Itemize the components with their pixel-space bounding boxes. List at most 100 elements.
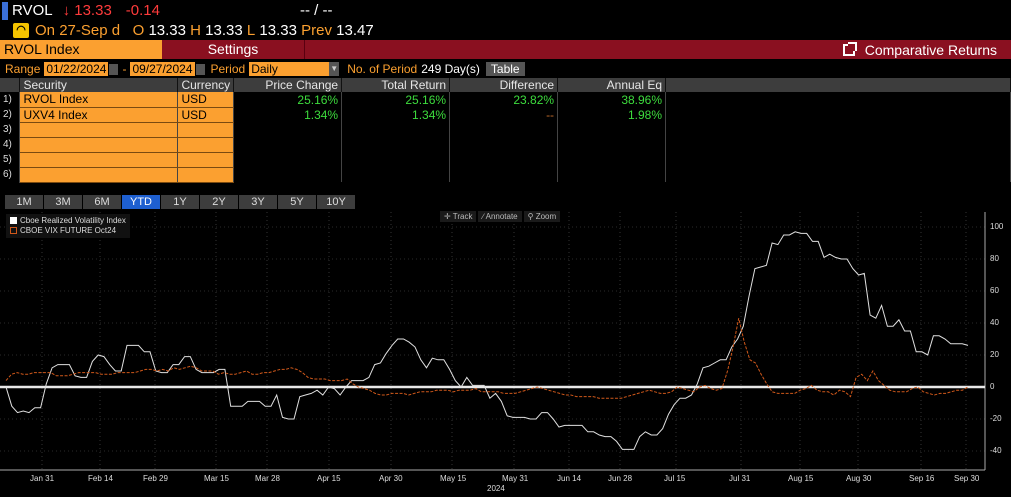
security-cell[interactable] [19, 152, 179, 168]
returns-chart[interactable] [0, 210, 1011, 497]
total-return-cell [341, 122, 451, 137]
external-link-icon[interactable] [842, 41, 857, 56]
x-tick-label: Apr 15 [317, 474, 341, 483]
settings-button[interactable]: Settings [162, 40, 305, 59]
selection-marker [2, 1, 8, 20]
calendar-icon[interactable] [195, 63, 205, 75]
returns-table: Security Currency Price Change Total Ret… [0, 78, 1011, 183]
row-number: 5) [0, 152, 21, 167]
table-row[interactable]: 1) RVOL Index USD 25.16% 25.16% 23.82% 3… [0, 92, 1011, 108]
prev-value: 13.47 [336, 22, 374, 39]
open-label: O [132, 22, 145, 39]
x-tick-label: Apr 30 [379, 474, 403, 483]
end-date-input[interactable]: 09/27/2024 [130, 62, 195, 76]
tab-6m[interactable]: 6M [83, 195, 121, 209]
currency-cell[interactable]: USD [177, 107, 235, 123]
tab-3y[interactable]: 3Y [239, 195, 277, 209]
quote-date: 27-Sep d [59, 22, 121, 39]
table-button[interactable]: Table [485, 62, 525, 76]
difference-cell [449, 167, 559, 182]
col-currency[interactable]: Currency [177, 78, 235, 92]
table-row[interactable]: 6) [0, 167, 1011, 183]
filler-cell [665, 167, 1011, 182]
security-field[interactable]: RVOL Index [0, 40, 162, 59]
security-cell[interactable] [19, 122, 179, 138]
menu-bar: RVOL Index Settings Comparative Returns [0, 40, 1011, 59]
difference-cell [449, 137, 559, 152]
currency-cell[interactable] [177, 152, 235, 168]
security-cell[interactable] [19, 137, 179, 153]
col-price-change[interactable]: Price Change [233, 78, 343, 92]
y-tick-label: 60 [990, 286, 999, 295]
ticker[interactable]: RVOL [12, 2, 53, 19]
y-tick-label: 100 [990, 222, 1004, 231]
tab-5y[interactable]: 5Y [278, 195, 316, 209]
x-tick-label: Feb 29 [143, 474, 168, 483]
range-separator: - [122, 62, 127, 76]
y-tick-label: 0 [990, 382, 995, 391]
table-row[interactable]: 4) [0, 137, 1011, 153]
currency-cell[interactable]: USD [177, 92, 235, 108]
function-title-label: Comparative Returns [864, 41, 997, 58]
tab-1m[interactable]: 1M [5, 195, 43, 209]
annual-eq-cell: 1.98% [557, 107, 667, 122]
currency-cell[interactable] [177, 122, 235, 138]
table-row[interactable]: 3) [0, 122, 1011, 138]
nperiod-value: 249 Day(s) [421, 62, 480, 76]
tab-ytd[interactable]: YTD [122, 195, 160, 209]
period-label: Period [210, 62, 246, 76]
security-cell[interactable] [19, 167, 179, 183]
function-title[interactable]: Comparative Returns [842, 41, 997, 58]
legend-item[interactable]: CBOE VIX FUTURE Oct24 [10, 226, 126, 236]
row-number: 6) [0, 167, 21, 182]
x-tick-label: Jun 14 [557, 474, 582, 483]
col-annual-eq[interactable]: Annual Eq [557, 78, 667, 92]
col-security[interactable]: Security [19, 78, 179, 92]
col-difference[interactable]: Difference [449, 78, 559, 92]
currency-cell[interactable] [177, 167, 235, 183]
track-button[interactable]: ✛ Track [440, 211, 477, 222]
table-header: Security Currency Price Change Total Ret… [0, 78, 1011, 92]
filler-cell [665, 152, 1011, 167]
start-date-input[interactable]: 01/22/2024 [44, 62, 109, 76]
y-tick-label: -40 [990, 446, 1002, 455]
col-total-return[interactable]: Total Return [341, 78, 451, 92]
row-number: 4) [0, 137, 21, 152]
price-change-cell [233, 167, 343, 182]
y-tick-label: 40 [990, 318, 999, 327]
tab-1y[interactable]: 1Y [161, 195, 199, 209]
security-cell[interactable]: RVOL Index [19, 92, 179, 108]
on-label: On [35, 22, 56, 39]
currency-cell[interactable] [177, 137, 235, 153]
difference-cell: -- [449, 107, 559, 122]
period-select[interactable]: Daily [249, 62, 330, 76]
difference-cell: 23.82% [449, 92, 559, 107]
price-change: -0.14 [125, 2, 160, 19]
low-label: L [246, 22, 256, 39]
annual-eq-cell [557, 137, 667, 152]
x-tick-label: Jul 15 [664, 474, 686, 483]
x-axis-year: 2024 [487, 484, 505, 493]
annual-eq-cell [557, 122, 667, 137]
y-tick-label: -20 [990, 414, 1002, 423]
table-row[interactable]: 5) [0, 152, 1011, 168]
chevron-down-icon[interactable]: ▼ [329, 62, 340, 76]
high-label: H [190, 22, 201, 39]
x-tick-label: Mar 15 [204, 474, 229, 483]
legend-item[interactable]: Cboe Realized Volatility Index [10, 216, 126, 226]
table-row[interactable]: 2) UXV4 Index USD 1.34% 1.34% -- 1.98% [0, 107, 1011, 123]
x-tick-label: Aug 30 [846, 474, 872, 483]
quote-bar: RVOL ↓ 13.33 -0.14 -- / -- [0, 0, 1011, 21]
annotate-button[interactable]: ∕ Annotate [478, 211, 522, 222]
difference-cell [449, 152, 559, 167]
tab-3m[interactable]: 3M [44, 195, 82, 209]
x-tick-label: May 15 [440, 474, 467, 483]
nperiod-label: No. of Period [347, 62, 418, 76]
zoom-button[interactable]: ⚲ Zoom [523, 211, 561, 222]
gauge-icon[interactable]: ◠ [13, 23, 29, 38]
tab-10y[interactable]: 10Y [317, 195, 355, 209]
calendar-icon[interactable] [109, 63, 119, 75]
tab-2y[interactable]: 2Y [200, 195, 238, 209]
security-cell[interactable]: UXV4 Index [19, 107, 179, 123]
high-value: 13.33 [205, 22, 243, 39]
